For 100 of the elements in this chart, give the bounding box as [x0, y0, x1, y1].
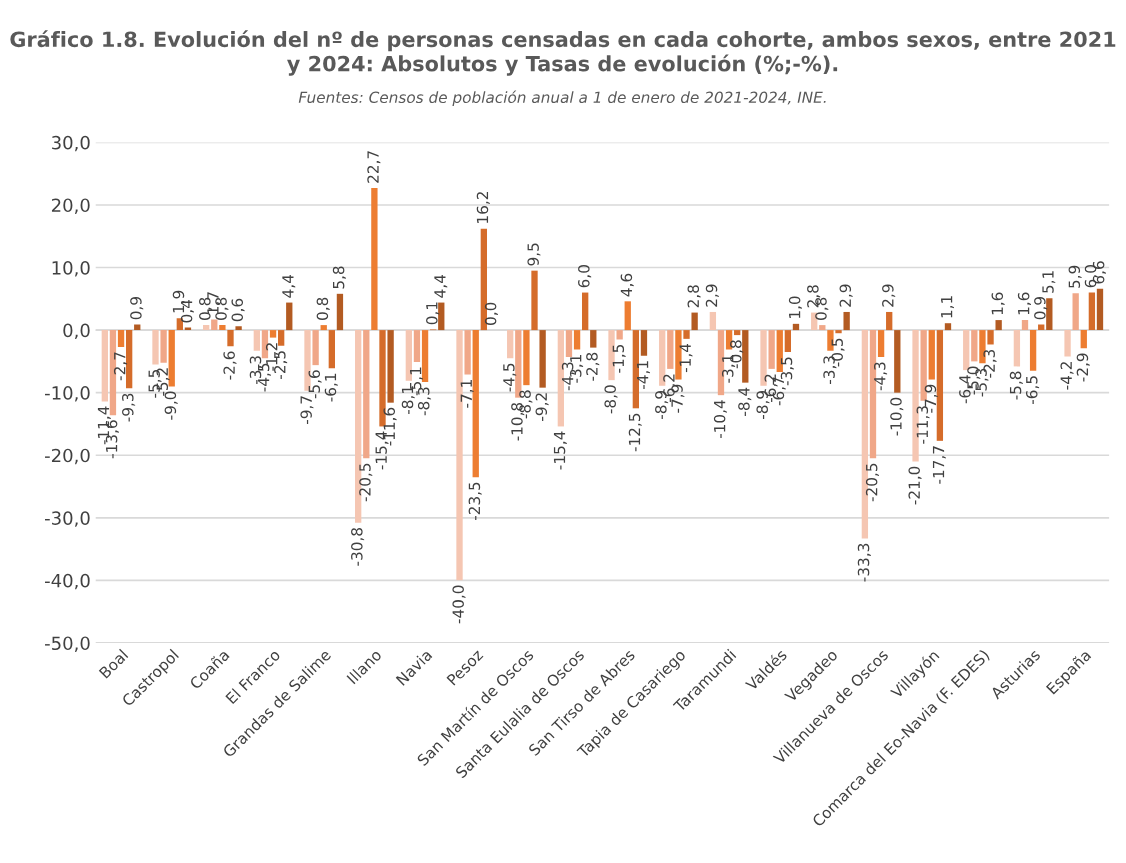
data-label: -17,7: [932, 446, 946, 484]
bar: [819, 325, 826, 331]
bar: [768, 330, 775, 369]
data-label: -20,5: [865, 463, 879, 502]
data-label: -1,5: [612, 344, 626, 373]
data-label: -2,7: [113, 352, 128, 381]
bar: [269, 330, 277, 338]
bar: [219, 325, 226, 331]
data-label: -4,2: [1060, 362, 1074, 390]
bar: [371, 188, 378, 331]
bar: [117, 330, 125, 347]
bar: [590, 330, 597, 348]
bar: [464, 330, 471, 375]
data-label: 5,8: [332, 266, 346, 289]
data-label: 4,6: [620, 273, 634, 297]
bar: [336, 293, 344, 331]
bar: [971, 330, 978, 362]
bar: [211, 319, 218, 331]
bar: [125, 330, 133, 389]
data-label: 1,6: [1017, 292, 1031, 315]
y-tick-label: -40,0: [45, 573, 90, 590]
bar: [312, 330, 319, 366]
bar: [709, 311, 717, 331]
data-label: -8,0: [604, 385, 618, 414]
data-label: 9,5: [527, 243, 541, 266]
bar: [507, 330, 514, 359]
data-label: -2,8: [586, 352, 600, 381]
bar: [278, 330, 285, 346]
bar: [792, 323, 800, 331]
y-tick-label: -50,0: [45, 636, 90, 652]
bar: [363, 330, 370, 459]
bar: [1013, 330, 1021, 367]
bar: [624, 301, 631, 331]
bar: [539, 330, 546, 388]
bar: [742, 330, 749, 383]
data-label: -9,3: [122, 393, 136, 422]
data-label: 1,6: [991, 292, 1005, 315]
bar: [160, 330, 167, 363]
bar: [640, 330, 648, 356]
bar: [843, 311, 850, 331]
bar: [1021, 320, 1029, 331]
bar: [582, 292, 589, 331]
y-tick-label: -20,0: [45, 448, 90, 465]
bar: [134, 324, 141, 331]
data-label: 6,0: [578, 265, 592, 288]
data-label: -6,5: [1025, 376, 1040, 404]
bar: [286, 302, 293, 331]
bar: [101, 330, 108, 402]
bar: [691, 312, 698, 331]
bar: [877, 330, 885, 357]
bar: [413, 330, 421, 363]
data-label: 0,1: [426, 302, 440, 325]
bar: [387, 330, 394, 403]
data-label: 0,8: [316, 297, 330, 320]
bar: [1072, 293, 1079, 331]
bar: [667, 330, 674, 369]
bar: [565, 330, 573, 357]
bar: [995, 320, 1002, 331]
y-tick-label: -30,0: [45, 511, 90, 527]
data-label: -2,9: [1076, 353, 1090, 382]
data-label: -23,5: [468, 482, 482, 521]
bar: [438, 302, 445, 331]
data-label: -8,4: [738, 387, 752, 416]
bar: [573, 330, 581, 350]
bar: [1038, 324, 1045, 331]
bar: [168, 330, 175, 387]
data-label: 1,0: [788, 296, 802, 318]
data-label: -40,0: [452, 585, 466, 624]
y-tick-label: -10,0: [45, 386, 90, 402]
bar: [523, 330, 530, 386]
data-label: 0,6: [231, 298, 245, 322]
data-label: -30,8: [351, 528, 365, 566]
data-label: -20,5: [359, 463, 373, 502]
bar: [734, 330, 741, 336]
bar: [1096, 288, 1104, 331]
bar: [987, 330, 994, 345]
data-label: 0,9: [1034, 297, 1048, 320]
bar: [784, 330, 792, 352]
data-label: -6,1: [324, 373, 338, 402]
data-label: 22,7: [367, 151, 381, 183]
bar: [1064, 330, 1071, 357]
bar: [253, 330, 260, 351]
data-label: -10,0: [890, 397, 904, 436]
data-label: -15,4: [553, 431, 567, 470]
data-label: -1,4: [679, 343, 693, 373]
data-label: 1,1: [941, 296, 954, 318]
data-label: -2,6: [223, 351, 237, 380]
data-label: 2,9: [839, 284, 853, 307]
data-label: 16,2: [476, 192, 490, 223]
bar: [936, 330, 944, 441]
data-label: 4,4: [282, 274, 296, 298]
bar: [480, 228, 487, 331]
bar: [1088, 292, 1096, 331]
data-label: 5,9: [1068, 265, 1082, 288]
data-label: 0,0: [484, 302, 498, 325]
data-label: -33,3: [857, 543, 871, 582]
data-label: 2,9: [882, 284, 896, 307]
bar: [683, 330, 690, 339]
bar: [328, 330, 335, 369]
data-label: -4,3: [873, 362, 888, 391]
